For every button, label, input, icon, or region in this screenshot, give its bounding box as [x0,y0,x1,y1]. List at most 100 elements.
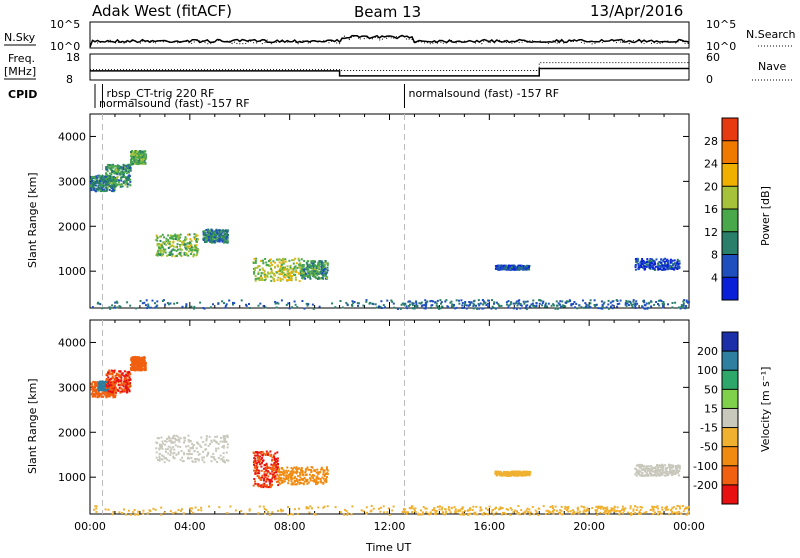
data-cell [629,301,631,303]
data-cell [261,477,263,479]
x-tick-label: 16:00 [473,520,505,533]
data-region [130,150,147,165]
data-cell [296,480,298,482]
data-cell [215,448,217,450]
data-cell [586,513,588,515]
data-cell [674,302,676,304]
data-cell [262,460,264,462]
data-cell [614,506,616,508]
data-cell [540,300,542,302]
data-cell [509,514,511,516]
data-cell [295,277,297,279]
data-cell [622,512,624,514]
data-cell [170,245,172,247]
nave-tick-top: 60 [706,51,720,64]
data-cell [574,306,576,308]
data-cell [548,303,550,305]
data-cell [403,511,405,513]
data-cell [327,505,329,507]
data-cell [618,303,620,305]
data-cell [327,269,329,271]
data-cell [661,466,663,468]
data-cell [191,460,193,462]
data-cell [412,307,414,309]
data-cell [109,384,111,386]
data-cell [518,269,520,271]
data-cell [506,474,508,476]
data-cell [315,277,317,279]
data-cell [175,246,177,248]
data-cell [139,369,141,371]
beam-title: Beam 13 [354,3,421,21]
data-cell [109,176,111,178]
data-cell [291,480,293,482]
data-cell [285,470,287,472]
data-cell [191,251,193,253]
data-cell [127,177,129,179]
data-cell [199,302,201,304]
data-cell [265,307,267,309]
data-cell [680,306,682,308]
data-cell [347,512,349,514]
data-cell [683,302,685,304]
data-cell [646,303,648,305]
data-cell [316,469,318,471]
data-cell [384,306,386,308]
data-cell [257,472,259,474]
data-cell [254,483,256,485]
data-cell [446,305,448,307]
data-cell [201,457,203,459]
data-cell [400,308,402,310]
data-cell [532,305,534,307]
data-cell [416,305,418,307]
data-cell [196,442,198,444]
data-cell [495,512,497,514]
data-cell [644,304,646,306]
data-cell [343,514,345,516]
data-cell [109,167,111,169]
data-cell [283,276,285,278]
data-cell [656,464,658,466]
data-cell [496,474,498,476]
data-cell [109,189,111,191]
cpid-entry: normalsound (fast) -157 RF [408,87,559,100]
data-cell [270,454,272,456]
data-cell [103,182,105,184]
data-cell [259,265,261,267]
data-cell [175,444,177,446]
data-cell [678,474,680,476]
data-cell [433,507,435,509]
data-cell [293,467,295,469]
data-cell [274,266,276,268]
data-cell [677,266,679,268]
data-cell [424,304,426,306]
data-cell [214,436,216,438]
data-cell [640,506,642,508]
data-cell [260,279,262,281]
data-cell [97,395,99,397]
data-cell [181,249,183,251]
data-cell [498,304,500,306]
data-cell [156,300,158,302]
data-cell [516,308,518,310]
data-cell [110,182,112,184]
data-cell [406,305,408,307]
data-cell [483,300,485,302]
data-cell [296,471,298,473]
data-cell [322,274,324,276]
data-cell [513,472,515,474]
data-cell [263,272,265,274]
data-cell [507,472,509,474]
data-cell [196,241,198,243]
data-cell [657,268,659,270]
data-cell [570,304,572,306]
data-cell [487,303,489,305]
data-cell [188,245,190,247]
data-cell [136,151,138,153]
data-cell [461,304,463,306]
data-cell [178,451,180,453]
data-cell [257,459,259,461]
data-cell [472,506,474,508]
data-cell [270,268,272,270]
data-cell [290,471,292,473]
